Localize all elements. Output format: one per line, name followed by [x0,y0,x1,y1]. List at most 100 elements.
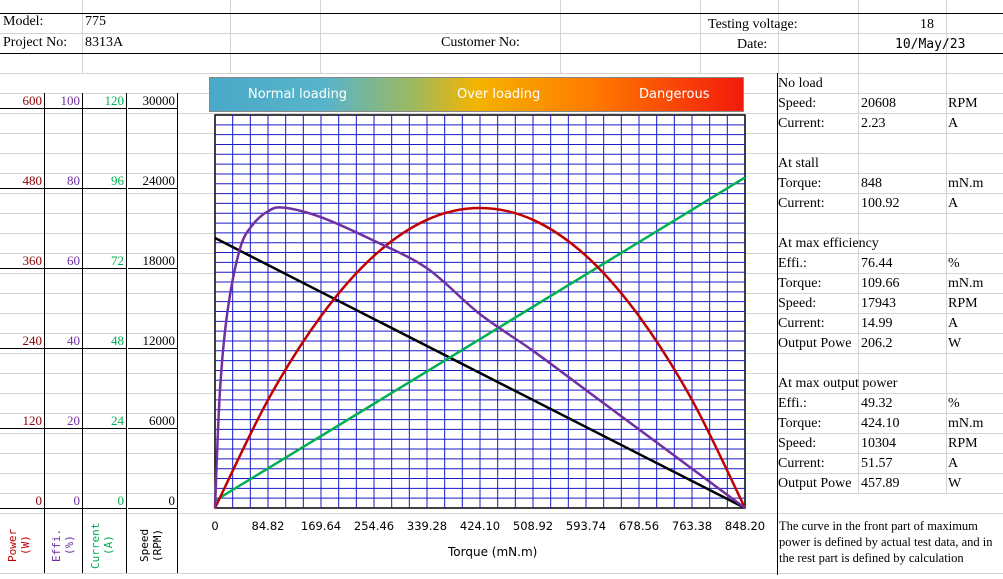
project-value[interactable]: 8313A [85,35,124,50]
max-power-title: At max output power [778,376,898,391]
customer-label: Customer No: [441,35,520,50]
max-eff-current[interactable]: 14.99 [861,316,893,331]
banner-normal: Normal loading [248,87,348,102]
testing-voltage-value[interactable]: 18 [920,17,934,32]
y-tick-label: 24000 [143,173,176,188]
max-power-torque-label: Torque: [778,416,822,431]
curve-note: The curve in the front part of maximum p… [779,519,993,565]
y-tick-label: 40 [67,333,80,348]
max-eff-eff-unit: % [948,256,960,271]
testing-voltage-label: Testing voltage: [708,17,798,32]
y-tick-label: 120 [23,413,43,428]
x-tick-label: 763.38 [672,519,712,533]
max-power-eff-label: Effi.: [778,396,807,411]
x-tick-label: 848.20 [725,519,765,533]
y-tick-label: 120 [105,93,125,108]
x-tick-label: 424.10 [460,519,500,533]
max-eff-torque[interactable]: 109.66 [861,276,900,291]
no-load-title: No load [778,76,823,91]
y-tick-label: 240 [23,333,43,348]
x-tick-label: 339.28 [407,519,447,533]
max-eff-power-label: Output Powe [778,336,852,351]
max-power-current[interactable]: 51.57 [861,456,893,471]
stall-current[interactable]: 100.92 [861,196,900,211]
y-tick-label: 480 [23,173,43,188]
max-power-power[interactable]: 457.89 [861,476,900,491]
y-tick-label: 360 [23,253,43,268]
loading-banner: Normal loading Over loading Dangerous [209,77,744,112]
x-tick-label: 254.46 [354,519,394,533]
max-eff-power-unit: W [948,336,962,351]
stall-title: At stall [778,156,819,171]
max-power-speed[interactable]: 10304 [861,436,896,451]
max-power-current-label: Current: [778,456,825,471]
max-power-speed-unit: RPM [948,436,978,451]
max-power-torque-unit: mN.m [948,416,984,431]
max-eff-eff[interactable]: 76.44 [861,256,893,271]
max-power-eff-unit: % [948,396,960,411]
max-power-current-unit: A [948,456,959,471]
max-eff-eff-label: Effi.: [778,256,807,271]
max-eff-torque-unit: mN.m [948,276,984,291]
y-tick-label: 0 [74,493,81,508]
max-power-eff[interactable]: 49.32 [861,396,893,411]
x-tick-label: 678.56 [619,519,659,533]
y-tick-label: 80 [67,173,80,188]
y-tick-label: 0 [169,493,176,508]
no-load-current[interactable]: 2.23 [861,116,886,131]
x-tick-label: 0 [211,519,218,533]
date-label: Date: [737,37,768,52]
series-line-effi [213,206,746,510]
x-axis-title: Torque (mN.m) [448,545,538,559]
stall-torque-unit: mN.m [948,176,984,191]
x-tick-label: 84.82 [252,519,285,533]
x-tick-label: 593.74 [566,519,606,533]
series-line-current [214,176,746,502]
power-axis-title: Power (W) [6,528,32,562]
max-power-power-label: Output Powe [778,476,852,491]
banner-over: Over loading [457,87,541,102]
model-value[interactable]: 775 [85,14,106,29]
max-power-power-unit: W [948,476,962,491]
y-tick-label: 600 [23,93,43,108]
stall-torque[interactable]: 848 [861,176,882,191]
y-tick-label: 72 [111,253,124,268]
grid-lines [215,115,745,508]
y-tick-label: 18000 [143,253,176,268]
max-eff-speed-label: Speed: [778,296,817,311]
y-tick-label: 96 [111,173,125,188]
banner-danger: Dangerous [639,87,710,102]
max-eff-current-label: Current: [778,316,825,331]
y-tick-label: 0 [36,493,43,508]
no-load-current-unit: A [948,116,959,131]
max-eff-power[interactable]: 206.2 [861,336,893,351]
y-tick-label: 20 [67,413,80,428]
date-value[interactable]: 10/May/23 [895,37,966,52]
max-eff-torque-label: Torque: [778,276,822,291]
y-tick-label: 0 [118,493,125,508]
plot-area [214,114,746,509]
effi-axis-title: Effi. (%) [50,528,76,562]
max-eff-speed[interactable]: 17943 [861,296,896,311]
no-load-speed-unit: RPM [948,96,978,111]
y-tick-label: 30000 [143,93,176,108]
y-tick-label: 60 [67,253,80,268]
series-line-speed [214,236,746,510]
stall-current-unit: A [948,196,959,211]
stall-torque-label: Torque: [778,176,822,191]
stall-current-label: Current: [778,196,825,211]
x-tick-label: 169.64 [301,519,341,533]
max-power-speed-label: Speed: [778,436,817,451]
max-eff-speed-unit: RPM [948,296,978,311]
series-line-power [213,206,747,509]
no-load-current-label: Current: [778,116,825,131]
no-load-speed-label: Speed: [778,96,817,111]
max-eff-title: At max efficiency [778,236,879,251]
no-load-speed[interactable]: 20608 [861,96,896,111]
x-tick-label: 508.92 [513,519,553,533]
y-tick-label: 48 [111,333,124,348]
speed-axis-title: Speed (RPM) [138,528,164,562]
max-power-torque[interactable]: 424.10 [861,416,900,431]
y-tick-label: 24 [111,413,125,428]
